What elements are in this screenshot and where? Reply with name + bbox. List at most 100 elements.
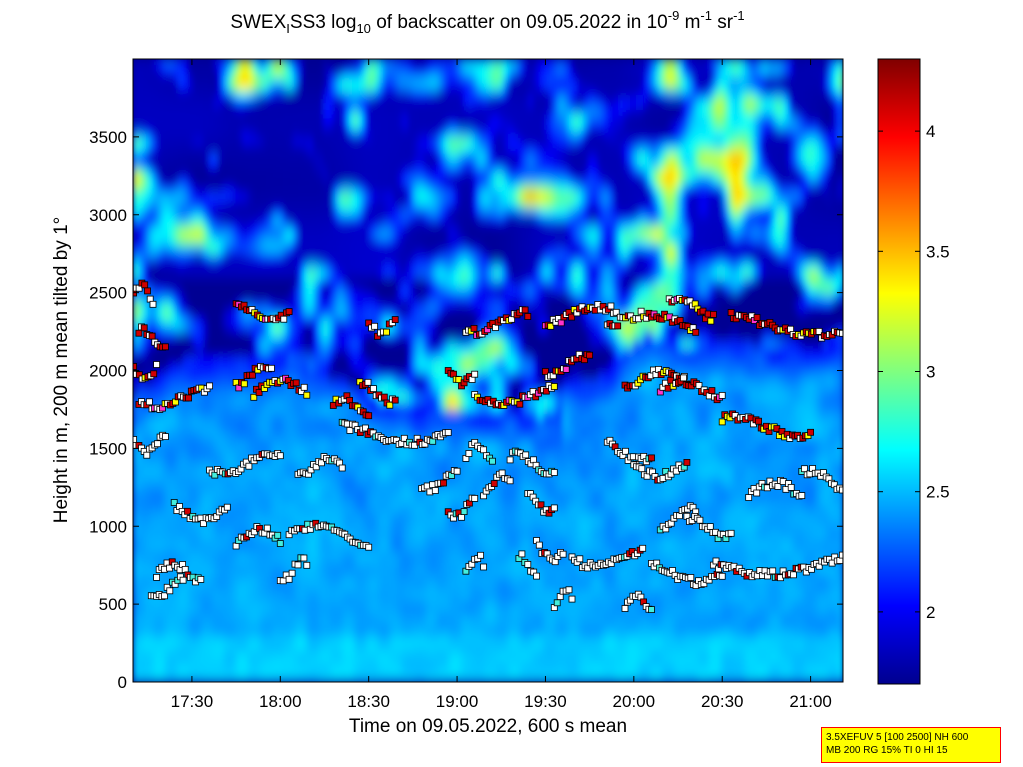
layer-marker — [692, 328, 700, 336]
layer-marker — [133, 436, 138, 443]
y-tick-label: 1500 — [89, 439, 127, 458]
layer-marker — [166, 587, 174, 595]
layer-marker — [547, 322, 555, 330]
layer-marker — [550, 383, 558, 390]
layer-marker — [638, 465, 646, 473]
layer-marker — [144, 287, 151, 295]
layer-marker — [181, 566, 189, 573]
chart-title: SWEXISS3 log10 of backscatter on 09.05.2… — [230, 8, 745, 36]
layer-marker — [184, 507, 191, 515]
layer-marker — [614, 322, 622, 330]
y-axis: 0 500 1000 1500 2000 2500 3000 3500 — [89, 128, 843, 692]
layer-marker — [521, 306, 529, 314]
layer-marker — [140, 324, 148, 332]
layer-marker — [161, 343, 169, 351]
layer-marker — [612, 308, 620, 316]
y-tick-label: 2500 — [89, 284, 127, 303]
layer-marker — [150, 370, 158, 378]
layer-marker — [490, 480, 498, 488]
layer-marker — [149, 300, 157, 308]
layer-marker — [380, 393, 388, 401]
layer-marker — [648, 454, 655, 462]
x-tick-label: 19:00 — [436, 692, 479, 711]
layer-marker — [839, 329, 843, 337]
layer-marker — [535, 541, 543, 549]
colorbar-tick-label: 2 — [926, 603, 935, 622]
y-tick-label: 2000 — [89, 362, 127, 381]
layer-marker — [680, 374, 687, 382]
info-line-1: 3.5XEFUV 5 [100 2500] NH 600 — [826, 732, 969, 743]
layer-marker — [557, 319, 565, 327]
layer-marker — [240, 380, 248, 388]
layer-marker — [708, 387, 716, 395]
layer-marker — [718, 572, 726, 580]
colorbar-tick-label: 3.5 — [926, 242, 950, 261]
layer-marker — [141, 281, 149, 289]
colorbar-ticks: 2 2.5 3 3.5 4 — [878, 122, 950, 622]
layer-marker — [506, 477, 514, 485]
layer-marker — [391, 316, 399, 324]
layer-marker — [444, 429, 452, 436]
colorbar — [877, 58, 921, 685]
layer-marker — [522, 451, 530, 459]
layer-marker — [276, 540, 284, 547]
layer-marker — [274, 531, 282, 539]
layer-marker — [550, 504, 558, 512]
layer-marker — [153, 440, 161, 448]
layer-marker — [480, 446, 488, 454]
layer-marker — [179, 576, 187, 584]
layer-marker — [562, 365, 570, 373]
layer-marker — [769, 567, 777, 575]
info-line-2: MB 200 RG 15% TI 0 HI 15 — [826, 745, 948, 756]
layer-marker — [622, 447, 629, 455]
y-tick-label: 1000 — [89, 517, 127, 536]
layer-marker — [369, 385, 377, 393]
layer-marker — [365, 412, 373, 420]
layer-marker — [145, 398, 153, 406]
layer-marker — [787, 483, 795, 491]
layer-markers — [133, 279, 843, 613]
layer-marker — [382, 328, 390, 336]
layer-marker — [303, 391, 311, 399]
layer-marker — [153, 574, 161, 581]
layer-marker — [285, 308, 293, 316]
layer-marker — [440, 479, 447, 487]
layer-marker — [245, 462, 253, 470]
layer-marker — [790, 571, 797, 579]
layer-marker — [480, 563, 488, 571]
layer-marker — [365, 543, 373, 551]
y-tick-label: 3500 — [89, 128, 127, 147]
layer-marker — [471, 494, 479, 502]
layer-marker — [477, 551, 485, 559]
layer-marker — [143, 451, 151, 459]
layer-marker — [400, 434, 408, 442]
layer-marker — [683, 458, 691, 466]
layer-marker — [565, 586, 573, 594]
y-tick-label: 500 — [99, 595, 127, 614]
layer-marker — [300, 383, 308, 391]
layer-marker — [153, 361, 161, 368]
layer-marker — [607, 302, 615, 310]
layer-marker — [639, 544, 647, 552]
layer-marker — [839, 551, 843, 559]
y-tick-label: 3000 — [89, 206, 127, 225]
layer-marker — [727, 309, 735, 316]
layer-marker — [718, 391, 726, 399]
layer-marker — [161, 433, 169, 441]
layer-marker — [488, 457, 496, 465]
layer-marker — [516, 400, 524, 408]
layer-marker — [637, 307, 645, 315]
layer-marker — [706, 523, 714, 530]
layer-marker — [280, 315, 288, 323]
layer-marker — [537, 501, 545, 509]
layer-marker — [197, 576, 205, 583]
layer-marker — [710, 310, 717, 318]
x-tick-label: 19:30 — [524, 692, 567, 711]
layer-marker — [431, 487, 439, 494]
layer-marker — [255, 389, 263, 396]
layer-marker — [839, 486, 843, 494]
layer-marker — [718, 418, 726, 426]
layer-marker — [568, 595, 576, 603]
layer-marker — [621, 605, 629, 612]
layer-marker — [753, 314, 761, 321]
